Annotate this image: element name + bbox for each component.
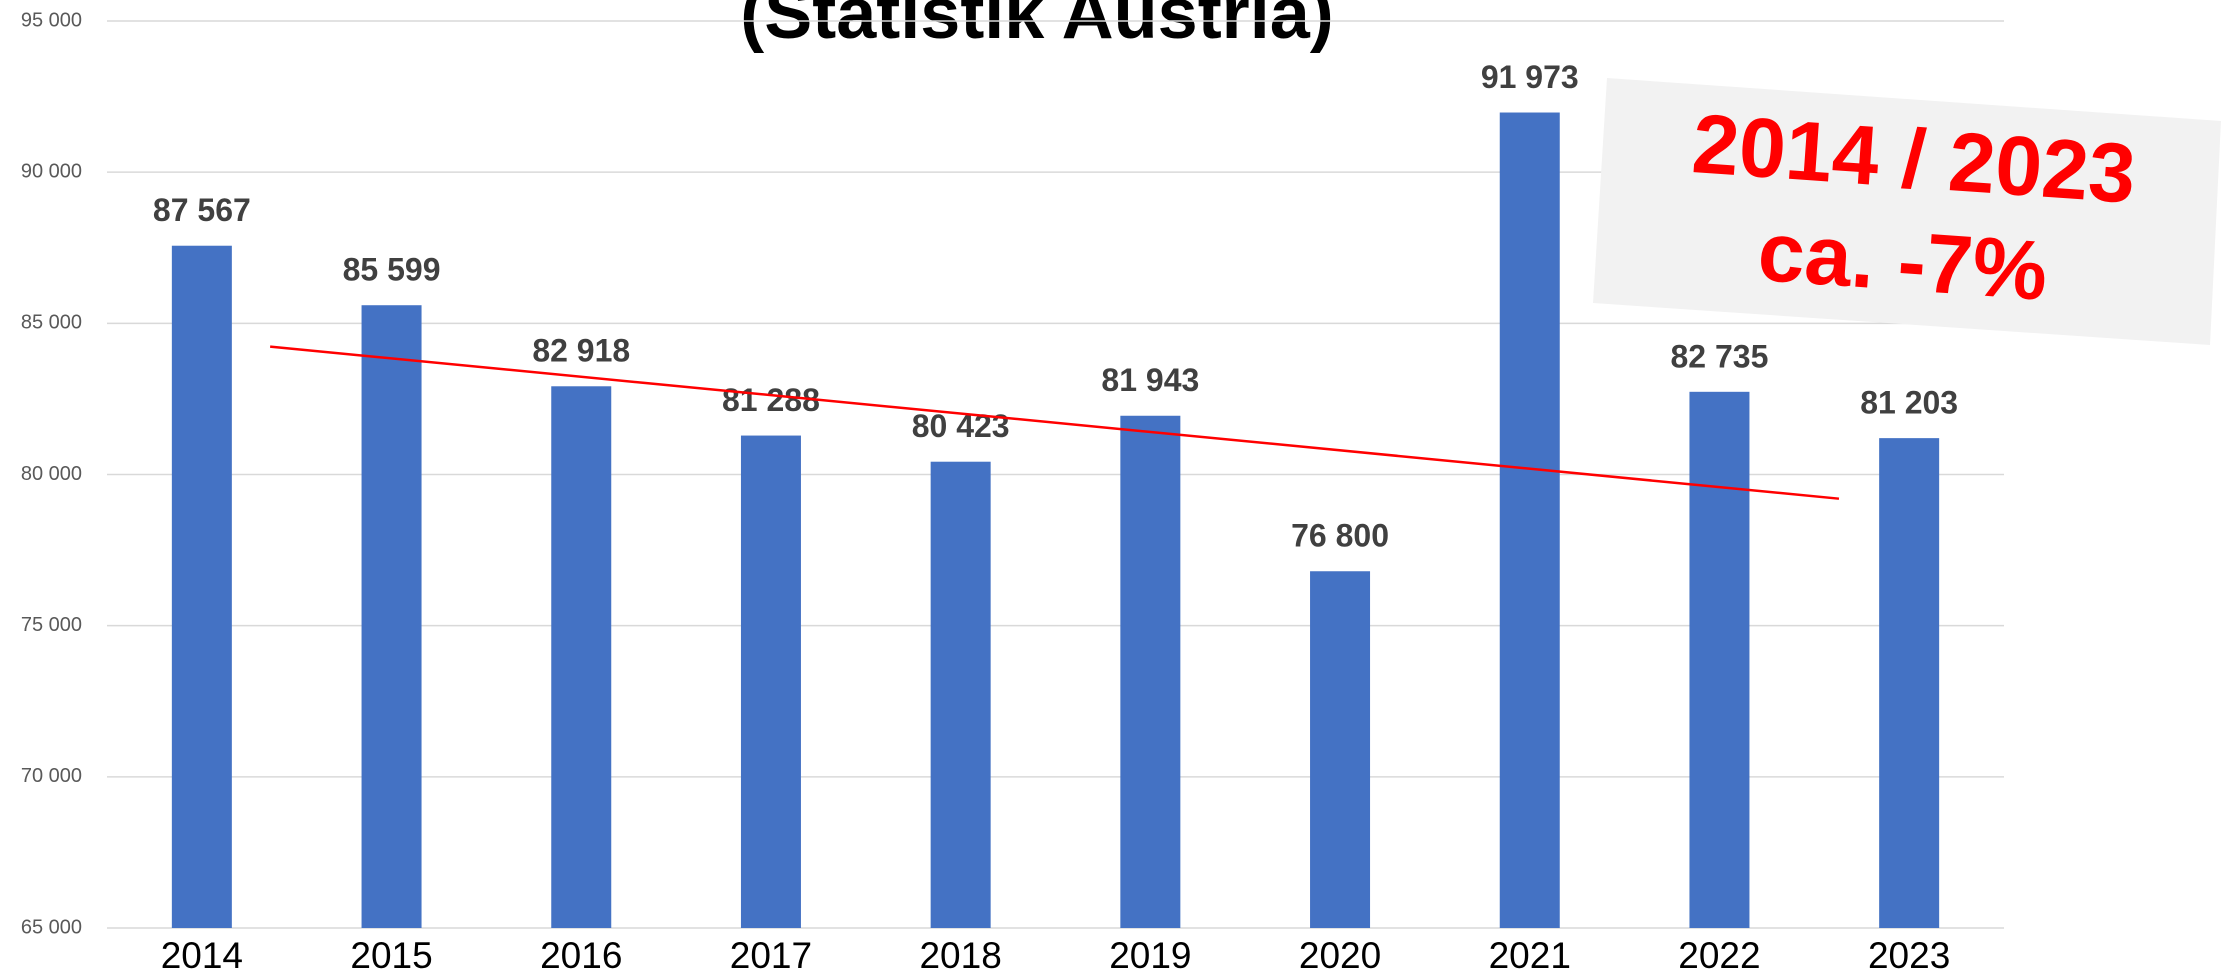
bar — [1689, 391, 1750, 928]
bar — [930, 461, 991, 928]
y-tick-label: 75 000 — [21, 614, 82, 636]
annotation-box — [1593, 78, 2221, 345]
x-tick-label: 2016 — [540, 935, 622, 976]
data-label: 76 800 — [1291, 518, 1389, 554]
annotation-text: ca. -7% — [1755, 204, 2050, 318]
y-tick-label: 85 000 — [21, 312, 82, 334]
data-label: 82 918 — [532, 333, 630, 369]
y-tick-label: 70 000 — [21, 765, 82, 787]
y-tick-label: 90 000 — [21, 160, 82, 182]
bar — [1310, 571, 1371, 928]
bar — [1120, 415, 1181, 929]
bar — [361, 305, 422, 928]
bar — [1499, 112, 1560, 928]
y-tick-label: 80 000 — [21, 463, 82, 485]
bar — [740, 435, 801, 928]
bar — [551, 386, 612, 928]
x-tick-label: 2014 — [161, 935, 243, 976]
trendline — [270, 345, 1840, 500]
x-tick-label: 2017 — [730, 935, 812, 976]
x-tick-label: 2015 — [350, 935, 432, 976]
data-label: 91 973 — [1481, 59, 1579, 95]
data-label: 82 735 — [1671, 338, 1769, 374]
y-tick-label: 65 000 — [21, 916, 82, 938]
y-tick-label: 95 000 — [21, 9, 82, 31]
x-tick-label: 2023 — [1868, 935, 1950, 976]
data-label: 81 288 — [722, 382, 820, 418]
x-tick-label: 2022 — [1678, 935, 1760, 976]
x-tick-label: 2019 — [1109, 935, 1191, 976]
data-label: 81 943 — [1101, 362, 1199, 398]
bar — [171, 245, 232, 928]
x-tick-label: 2021 — [1489, 935, 1571, 976]
chart-title: (Statistik Austria) — [740, 0, 1333, 54]
x-tick-label: 2018 — [919, 935, 1001, 976]
data-label: 81 203 — [1860, 385, 1958, 421]
bar — [1879, 438, 1940, 928]
x-tick-label: 2020 — [1299, 935, 1381, 976]
data-label: 87 567 — [153, 192, 251, 228]
data-label: 85 599 — [343, 252, 441, 288]
